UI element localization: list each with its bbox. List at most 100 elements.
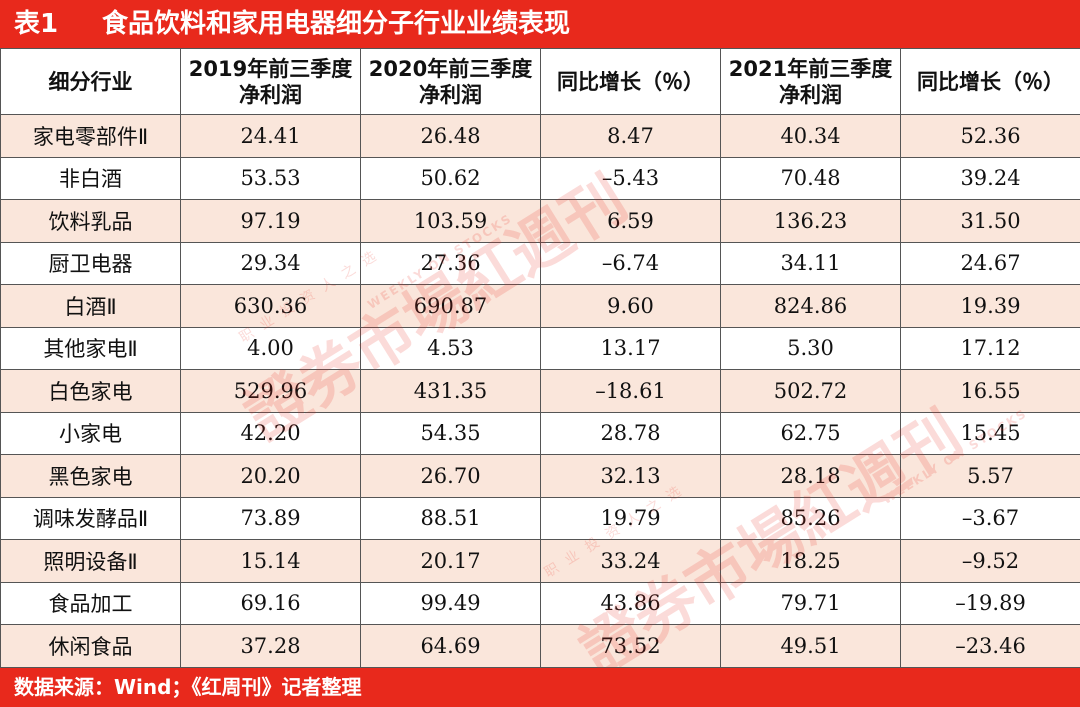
cell-profit-2021: 70.48: [720, 156, 901, 200]
table-row: 家电零部件Ⅱ 24.41 26.48 8.47 40.34 52.36: [0, 114, 1080, 158]
cell-yoy-2021: 31.50: [900, 199, 1080, 243]
cell-profit-2019: 97.19: [180, 199, 361, 243]
cell-yoy-2021: –19.89: [900, 581, 1080, 625]
cell-yoy-2021: 5.57: [900, 454, 1080, 498]
source-note: 数据来源：Wind；《红周刊》记者整理: [0, 668, 1080, 707]
table-number: 表1: [14, 9, 59, 39]
cell-profit-2019: 529.96: [180, 369, 361, 413]
cell-profit-2021: 62.75: [720, 411, 901, 455]
cell-industry: 非白酒: [0, 156, 181, 200]
cell-yoy-2021: 16.55: [900, 369, 1080, 413]
cell-profit-2019: 69.16: [180, 581, 361, 625]
table-row: 非白酒 53.53 50.62 –5.43 70.48 39.24: [0, 156, 1080, 200]
cell-yoy-2020: 32.13: [540, 454, 721, 498]
cell-profit-2020: 50.62: [360, 156, 541, 200]
cell-profit-2021: 5.30: [720, 326, 901, 370]
cell-profit-2021: 85.26: [720, 496, 901, 540]
cell-profit-2021: 502.72: [720, 369, 901, 413]
cell-yoy-2021: 19.39: [900, 284, 1080, 328]
cell-profit-2020: 26.48: [360, 114, 541, 158]
table-row: 小家电 42.20 54.35 28.78 62.75 15.45: [0, 411, 1080, 455]
table-row: 休闲食品 37.28 64.69 73.52 49.51 –23.46: [0, 624, 1080, 668]
table-row: 照明设备Ⅱ 15.14 20.17 33.24 18.25 –9.52: [0, 539, 1080, 583]
cell-profit-2020: 54.35: [360, 411, 541, 455]
cell-profit-2021: 824.86: [720, 284, 901, 328]
cell-yoy-2021: 24.67: [900, 241, 1080, 285]
cell-yoy-2020: 43.86: [540, 581, 721, 625]
header-yoy-2021: 同比增长（％）: [900, 48, 1080, 115]
cell-yoy-2021: –3.67: [900, 496, 1080, 540]
cell-yoy-2021: 17.12: [900, 326, 1080, 370]
table-row: 白色家电 529.96 431.35 –18.61 502.72 16.55: [0, 369, 1080, 413]
header-2021-profit: 2021年前三季度 净利润: [720, 48, 901, 115]
performance-table: 细分行业 2019年前三季度 净利润 2020年前三季度 净利润 同比增长（％） 2…: [0, 48, 1080, 668]
cell-profit-2019: 42.20: [180, 411, 361, 455]
cell-industry: 黑色家电: [0, 454, 181, 498]
cell-industry: 白酒Ⅱ: [0, 284, 181, 328]
cell-yoy-2020: 8.47: [540, 114, 721, 158]
cell-profit-2019: 29.34: [180, 241, 361, 285]
cell-industry: 调味发酵品Ⅱ: [0, 496, 181, 540]
cell-yoy-2020: 19.79: [540, 496, 721, 540]
cell-yoy-2020: 28.78: [540, 411, 721, 455]
cell-profit-2021: 49.51: [720, 624, 901, 668]
cell-profit-2019: 37.28: [180, 624, 361, 668]
cell-yoy-2020: 6.59: [540, 199, 721, 243]
cell-yoy-2021: 52.36: [900, 114, 1080, 158]
cell-profit-2020: 27.36: [360, 241, 541, 285]
cell-profit-2020: 99.49: [360, 581, 541, 625]
cell-yoy-2020: 73.52: [540, 624, 721, 668]
cell-profit-2021: 40.34: [720, 114, 901, 158]
cell-profit-2021: 79.71: [720, 581, 901, 625]
cell-yoy-2020: –18.61: [540, 369, 721, 413]
cell-profit-2021: 28.18: [720, 454, 901, 498]
cell-yoy-2021: 39.24: [900, 156, 1080, 200]
cell-profit-2021: 34.11: [720, 241, 901, 285]
table-row: 黑色家电 20.20 26.70 32.13 28.18 5.57: [0, 454, 1080, 498]
cell-yoy-2021: –9.52: [900, 539, 1080, 583]
cell-industry: 家电零部件Ⅱ: [0, 114, 181, 158]
cell-industry: 厨卫电器: [0, 241, 181, 285]
cell-profit-2019: 73.89: [180, 496, 361, 540]
table-row: 饮料乳品 97.19 103.59 6.59 136.23 31.50: [0, 199, 1080, 243]
table-row: 调味发酵品Ⅱ 73.89 88.51 19.79 85.26 –3.67: [0, 496, 1080, 540]
cell-profit-2020: 64.69: [360, 624, 541, 668]
cell-profit-2020: 690.87: [360, 284, 541, 328]
cell-profit-2019: 53.53: [180, 156, 361, 200]
header-2019-profit: 2019年前三季度 净利润: [180, 48, 361, 115]
table-row: 食品加工 69.16 99.49 43.86 79.71 –19.89: [0, 581, 1080, 625]
header-yoy-2020: 同比增长（％）: [540, 48, 721, 115]
cell-profit-2020: 4.53: [360, 326, 541, 370]
cell-industry: 饮料乳品: [0, 199, 181, 243]
cell-profit-2019: 15.14: [180, 539, 361, 583]
cell-yoy-2020: –6.74: [540, 241, 721, 285]
cell-industry: 白色家电: [0, 369, 181, 413]
cell-industry: 休闲食品: [0, 624, 181, 668]
cell-profit-2021: 18.25: [720, 539, 901, 583]
cell-industry: 其他家电Ⅱ: [0, 326, 181, 370]
cell-profit-2020: 431.35: [360, 369, 541, 413]
cell-industry: 照明设备Ⅱ: [0, 539, 181, 583]
cell-yoy-2020: 33.24: [540, 539, 721, 583]
cell-yoy-2021: –23.46: [900, 624, 1080, 668]
table-title: 表1 食品饮料和家用电器细分子行业业绩表现: [0, 0, 1080, 48]
cell-profit-2020: 26.70: [360, 454, 541, 498]
cell-profit-2019: 20.20: [180, 454, 361, 498]
cell-profit-2019: 4.00: [180, 326, 361, 370]
header-row: 细分行业 2019年前三季度 净利润 2020年前三季度 净利润 同比增长（％） 2…: [0, 48, 1080, 115]
table-row: 白酒Ⅱ 630.36 690.87 9.60 824.86 19.39: [0, 284, 1080, 328]
cell-profit-2020: 103.59: [360, 199, 541, 243]
table-row: 其他家电Ⅱ 4.00 4.53 13.17 5.30 17.12: [0, 326, 1080, 370]
cell-profit-2020: 88.51: [360, 496, 541, 540]
cell-yoy-2021: 15.45: [900, 411, 1080, 455]
header-2020-profit: 2020年前三季度 净利润: [360, 48, 541, 115]
cell-yoy-2020: 9.60: [540, 284, 721, 328]
cell-yoy-2020: 13.17: [540, 326, 721, 370]
cell-profit-2019: 630.36: [180, 284, 361, 328]
cell-industry: 食品加工: [0, 581, 181, 625]
cell-yoy-2020: –5.43: [540, 156, 721, 200]
cell-profit-2020: 20.17: [360, 539, 541, 583]
table-row: 厨卫电器 29.34 27.36 –6.74 34.11 24.67: [0, 241, 1080, 285]
table-title-text: 食品饮料和家用电器细分子行业业绩表现: [102, 9, 571, 39]
cell-profit-2021: 136.23: [720, 199, 901, 243]
